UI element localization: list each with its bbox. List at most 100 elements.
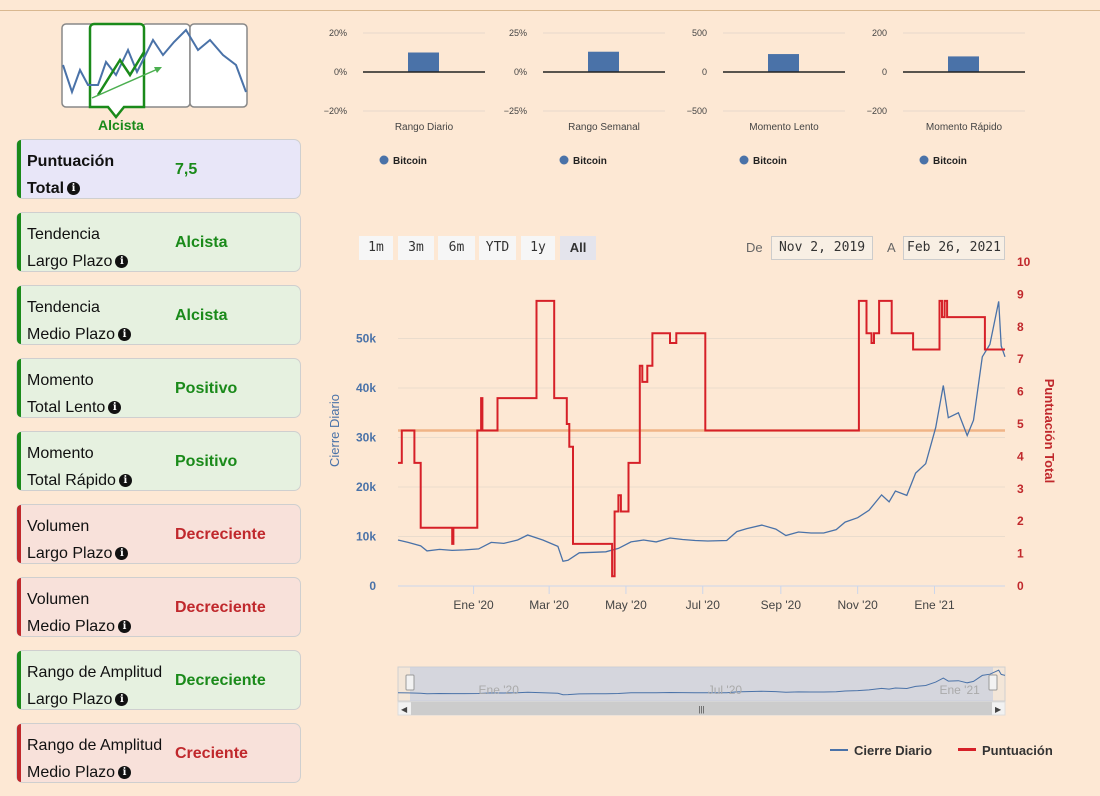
card-accent-bar [17, 651, 21, 709]
range-button[interactable]: 1m [359, 236, 393, 260]
navigator-handle[interactable] [988, 674, 998, 691]
navigator-handle[interactable] [405, 674, 415, 691]
card-value: Alcista [175, 307, 228, 324]
top-divider [0, 10, 1100, 11]
mini-tick-label: −500 [687, 106, 707, 116]
card-value: Decreciente [175, 672, 266, 689]
card-label: Momento Total Lento i [27, 367, 122, 421]
card-label-line2: Largo Plazo [27, 545, 113, 562]
card-value: Decreciente [175, 526, 266, 543]
info-icon[interactable]: i [118, 766, 132, 780]
info-icon[interactable]: i [118, 328, 132, 342]
legend-price[interactable]: Cierre Diario [830, 743, 932, 758]
info-icon[interactable]: i [115, 547, 129, 561]
card-label-line2: Total Rápido [27, 472, 116, 489]
mini-bar[interactable] [408, 52, 439, 73]
x-tick-label: Jul '20 [686, 598, 721, 612]
scrollbar-grip-icon: ||| [699, 705, 705, 714]
info-icon[interactable]: i [115, 255, 129, 269]
range-button[interactable]: All [560, 236, 596, 260]
indicator-card: Volumen Medio Plazo i Decreciente [16, 577, 301, 637]
card-label-line1: Puntuación [27, 153, 115, 170]
card-value: Creciente [175, 745, 248, 762]
date-to-input[interactable]: Feb 26, 2021 [903, 236, 1005, 260]
mini-legend-label[interactable]: Bitcoin [393, 156, 427, 167]
range-button[interactable]: 3m [398, 236, 434, 260]
navigator-tick-label: Jul '20 [708, 683, 743, 697]
mini-bar[interactable] [948, 56, 979, 72]
y-right-tick-label: 5 [1017, 417, 1024, 431]
mini-tick-label: 0% [334, 67, 347, 77]
indicator-card: Momento Total Lento i Positivo [16, 358, 301, 418]
y-right-tick-label: 7 [1017, 352, 1024, 366]
mini-x-label: Rango Semanal [568, 122, 640, 133]
navigator-series-line [397, 669, 1006, 696]
mini-tick-label: 0 [702, 67, 707, 77]
scroll-left-icon[interactable]: ◀ [401, 705, 408, 714]
indicator-card: Momento Total Rápido i Positivo [16, 431, 301, 491]
info-icon[interactable]: i [118, 620, 132, 634]
card-label-line1: Volumen [27, 591, 90, 608]
mini-tick-label: −25% [504, 106, 527, 116]
card-label: Tendencia Largo Plazo i [27, 221, 129, 275]
y-right-tick-label: 4 [1017, 449, 1024, 463]
indicator-card: Tendencia Medio Plazo i Alcista [16, 285, 301, 345]
indicator-card: Rango de Amplitud Largo Plazo i Decreciente [16, 650, 301, 710]
y-left-tick-label: 0 [369, 579, 376, 593]
range-button[interactable]: YTD [479, 236, 516, 260]
scrollbar-thumb[interactable] [411, 702, 992, 715]
date-from-input[interactable]: Nov 2, 2019 [771, 236, 873, 260]
mini-tick-label: 200 [872, 28, 887, 38]
card-label: Momento Total Rápido i [27, 440, 132, 494]
card-label-line2: Total [27, 180, 65, 197]
y-right-tick-label: 3 [1017, 482, 1024, 496]
info-icon[interactable]: i [115, 693, 129, 707]
card-value: Decreciente [175, 599, 266, 616]
signal-label: Alcista [98, 117, 144, 133]
mini-legend-label[interactable]: Bitcoin [933, 156, 967, 167]
scroll-right-icon[interactable]: ▶ [995, 705, 1002, 714]
y-right-tick-label: 2 [1017, 514, 1024, 528]
mini-tick-label: 20% [329, 28, 347, 38]
card-accent-bar [17, 359, 21, 417]
card-label-line2: Medio Plazo [27, 764, 116, 781]
card-label-line2: Largo Plazo [27, 253, 113, 270]
indicator-card: Tendencia Largo Plazo i Alcista [16, 212, 301, 272]
card-label: Rango de Amplitud Largo Plazo i [27, 659, 162, 713]
card-label-line1: Momento [27, 372, 94, 389]
mini-legend-label[interactable]: Bitcoin [753, 156, 787, 167]
legend-score[interactable]: Puntuación [958, 743, 1053, 758]
mini-tick-label: 25% [509, 28, 527, 38]
info-icon[interactable]: i [118, 474, 132, 488]
range-button[interactable]: 1y [521, 236, 555, 260]
info-icon[interactable]: i [67, 182, 81, 196]
legend-dot [379, 155, 389, 165]
legend-dot [559, 155, 569, 165]
y-left-tick-label: 50k [356, 332, 376, 346]
score-series-line[interactable] [398, 299, 1005, 578]
info-icon[interactable]: i [108, 401, 122, 415]
mini-bar[interactable] [768, 54, 799, 72]
indicator-card: Rango de Amplitud Medio Plazo i Creciente [16, 723, 301, 783]
x-tick-label: Ene '21 [914, 598, 955, 612]
navigator-selection[interactable] [410, 667, 993, 701]
legend-price-swatch [830, 749, 848, 751]
y-left-tick-label: 10k [356, 530, 376, 544]
mini-tick-label: 0 [882, 67, 887, 77]
indicator-card: Volumen Largo Plazo i Decreciente [16, 504, 301, 564]
y-left-tick-label: 20k [356, 480, 376, 494]
card-label-line2: Total Lento [27, 399, 106, 416]
card-label: Tendencia Medio Plazo i [27, 294, 132, 348]
range-button[interactable]: 6m [438, 236, 475, 260]
mini-bar[interactable] [588, 51, 619, 72]
main-price-score-chart: 0 10k 20k 30k 40k 50k Cierre Diario 0 1 2 3 4 5 6 7 8 9 1… [327, 255, 1057, 716]
card-value: Positivo [175, 380, 238, 397]
y-right-tick-label: 8 [1017, 320, 1024, 334]
y-right-tick-label: 0 [1017, 579, 1024, 593]
legend-price-label: Cierre Diario [854, 743, 933, 758]
y-right-tick-label: 1 [1017, 547, 1024, 561]
price-series-line[interactable] [397, 301, 1006, 563]
mini-legend-label[interactable]: Bitcoin [573, 156, 607, 167]
legend-dot [919, 155, 929, 165]
card-label: Puntuación Total i [27, 148, 114, 202]
